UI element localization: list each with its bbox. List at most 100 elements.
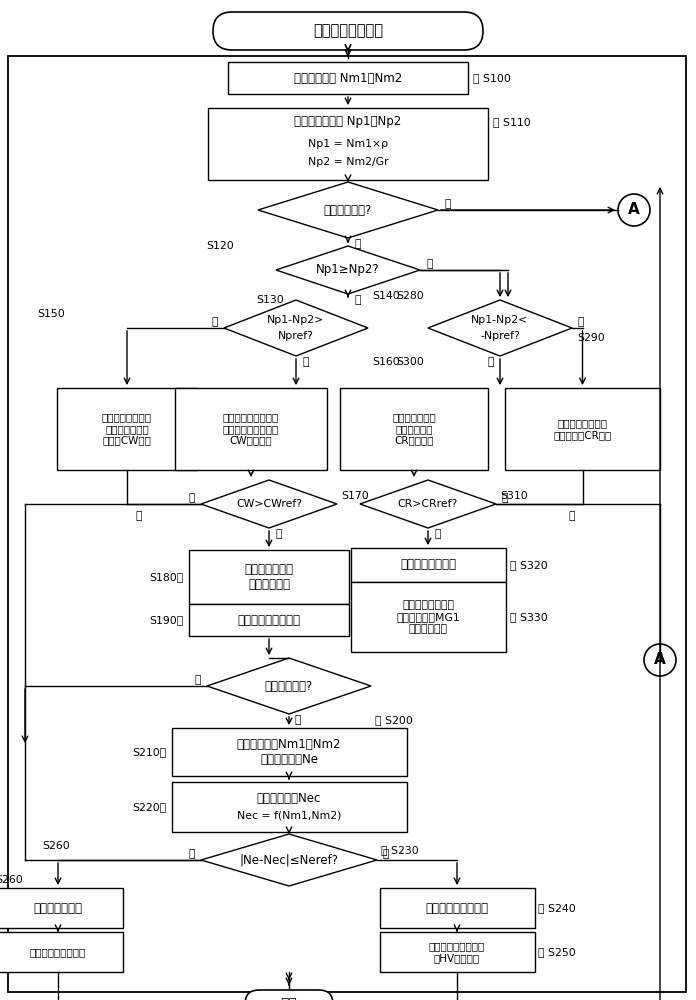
Text: 发动机被启动?: 发动机被启动?: [265, 680, 313, 692]
Text: S160: S160: [372, 357, 400, 367]
Text: Np1 = Nm1×ρ: Np1 = Nm1×ρ: [308, 139, 388, 149]
Text: 否: 否: [501, 493, 507, 503]
FancyBboxPatch shape: [0, 932, 123, 972]
Text: ～ S330: ～ S330: [510, 612, 548, 622]
Polygon shape: [201, 480, 337, 528]
Text: ～ S200: ～ S200: [375, 715, 413, 725]
Text: 是: 是: [294, 715, 301, 725]
Polygon shape: [201, 834, 377, 886]
FancyBboxPatch shape: [0, 888, 123, 928]
Text: S220～: S220～: [132, 802, 166, 812]
Text: S120: S120: [206, 241, 234, 251]
Text: 是: 是: [434, 529, 441, 539]
Text: 否: 否: [135, 511, 141, 521]
FancyBboxPatch shape: [171, 782, 406, 832]
Text: |Ne-Nec|≤Neref?: |Ne-Nec|≤Neref?: [239, 854, 338, 866]
Text: S130: S130: [256, 295, 284, 305]
Text: 允许马达单驱动模式: 允许马达单驱动模式: [30, 947, 86, 957]
Text: -Npref?: -Npref?: [480, 331, 520, 341]
Text: 将用于单向离合器或
小齿轮的故障计数器
CW累加计数: 将用于单向离合器或 小齿轮的故障计数器 CW累加计数: [223, 412, 279, 446]
Text: 是: 是: [354, 295, 361, 305]
Text: 是: 是: [275, 529, 281, 539]
FancyBboxPatch shape: [57, 388, 197, 470]
Circle shape: [618, 194, 650, 226]
Text: 输入马达转速 Nm1、Nm2: 输入马达转速 Nm1、Nm2: [294, 72, 402, 85]
Text: S140: S140: [372, 291, 400, 301]
FancyBboxPatch shape: [189, 550, 349, 604]
Text: 是: 是: [302, 357, 308, 367]
Text: 否: 否: [212, 317, 218, 327]
Text: ～ S230: ～ S230: [381, 845, 419, 855]
Text: 是: 是: [354, 239, 361, 249]
Text: 输入马达转速Nm1、Nm2
和发动机转速Ne: 输入马达转速Nm1、Nm2 和发动机转速Ne: [237, 738, 341, 766]
Text: S290: S290: [577, 333, 605, 343]
Text: S310: S310: [500, 491, 528, 501]
Text: CR>CRref?: CR>CRref?: [398, 499, 458, 509]
FancyBboxPatch shape: [213, 12, 483, 50]
Text: 单向离合器或小
齿轮中的故障: 单向离合器或小 齿轮中的故障: [244, 563, 294, 591]
Text: 否: 否: [189, 493, 195, 503]
Text: Np2 = Nm2/Gr: Np2 = Nm2/Gr: [308, 157, 388, 167]
Text: S300: S300: [396, 357, 424, 367]
Polygon shape: [224, 300, 368, 356]
Text: 禁止马达双驱动模式: 禁止马达双驱动模式: [237, 613, 301, 626]
FancyBboxPatch shape: [505, 388, 660, 470]
Polygon shape: [360, 480, 496, 528]
Text: 是: 是: [382, 849, 388, 859]
Polygon shape: [276, 246, 420, 294]
Text: 否: 否: [194, 675, 201, 685]
Text: Np1-Np2>: Np1-Np2>: [267, 315, 324, 325]
Text: 允许车辆通过使用
来自发动机和MG1
的输出来行驶: 允许车辆通过使用 来自发动机和MG1 的输出来行驶: [396, 600, 460, 634]
Text: S190～: S190～: [150, 615, 184, 625]
FancyBboxPatch shape: [175, 388, 327, 470]
Text: 计算驱动轴转速 Np1、Np2: 计算驱动轴转速 Np1、Np2: [294, 115, 402, 128]
FancyBboxPatch shape: [379, 888, 535, 928]
Text: Nec = f(Nm1,Nm2): Nec = f(Nm1,Nm2): [237, 811, 341, 821]
Text: Np1≥Np2?: Np1≥Np2?: [316, 263, 380, 276]
Text: 小齿轮中的故障: 小齿轮中的故障: [33, 902, 83, 914]
FancyBboxPatch shape: [245, 990, 333, 1000]
FancyBboxPatch shape: [189, 604, 349, 636]
FancyBboxPatch shape: [379, 932, 535, 972]
Text: S150: S150: [37, 309, 65, 319]
Text: 否: 否: [426, 259, 432, 269]
Polygon shape: [207, 658, 371, 714]
Text: 减速齿轮中的故障: 减速齿轮中的故障: [400, 558, 456, 572]
Text: S280: S280: [396, 291, 424, 301]
Text: S210～: S210～: [132, 747, 166, 757]
Text: ～ S110: ～ S110: [493, 117, 531, 127]
FancyBboxPatch shape: [8, 56, 686, 992]
Text: 单向离合器中的故障: 单向离合器中的故障: [425, 902, 489, 914]
Text: 故障检测处理例程: 故障检测处理例程: [313, 23, 383, 38]
Text: 计算计算转速Nec: 计算计算转速Nec: [257, 792, 321, 804]
Text: 将用于减速齿轮的
故障计数器CR清零: 将用于减速齿轮的 故障计数器CR清零: [553, 418, 612, 440]
Circle shape: [644, 644, 676, 676]
FancyBboxPatch shape: [351, 548, 505, 582]
Text: S180～: S180～: [150, 572, 184, 582]
FancyBboxPatch shape: [171, 728, 406, 776]
FancyBboxPatch shape: [208, 108, 488, 180]
Text: CW>CWref?: CW>CWref?: [236, 499, 302, 509]
Text: Np1-Np2<: Np1-Np2<: [471, 315, 529, 325]
Text: 允许马达单驱动模式
或HV驱动模式: 允许马达单驱动模式 或HV驱动模式: [429, 941, 485, 963]
Text: 否: 否: [568, 511, 574, 521]
FancyBboxPatch shape: [228, 62, 468, 94]
Text: 否: 否: [189, 849, 195, 859]
Polygon shape: [258, 182, 438, 238]
Text: ～ S100: ～ S100: [473, 73, 511, 83]
Text: S170: S170: [341, 491, 369, 501]
Text: 将用于单向离合器
或小齿轮的故障
计数器CW清零: 将用于单向离合器 或小齿轮的故障 计数器CW清零: [102, 412, 152, 446]
FancyBboxPatch shape: [351, 582, 505, 652]
Text: A: A: [654, 652, 666, 668]
FancyBboxPatch shape: [340, 388, 488, 470]
Text: 结束: 结束: [280, 997, 297, 1000]
Text: S260: S260: [0, 875, 23, 885]
Text: 将用于减速齿轮
的故障计数器
CR累加计数: 将用于减速齿轮 的故障计数器 CR累加计数: [392, 412, 436, 446]
Text: 是: 是: [487, 357, 494, 367]
Text: A: A: [628, 202, 640, 218]
Text: 否: 否: [577, 317, 583, 327]
Text: ～ S320: ～ S320: [510, 560, 548, 570]
Polygon shape: [428, 300, 572, 356]
Text: ～ S250: ～ S250: [539, 947, 576, 957]
Text: S260: S260: [42, 841, 70, 851]
